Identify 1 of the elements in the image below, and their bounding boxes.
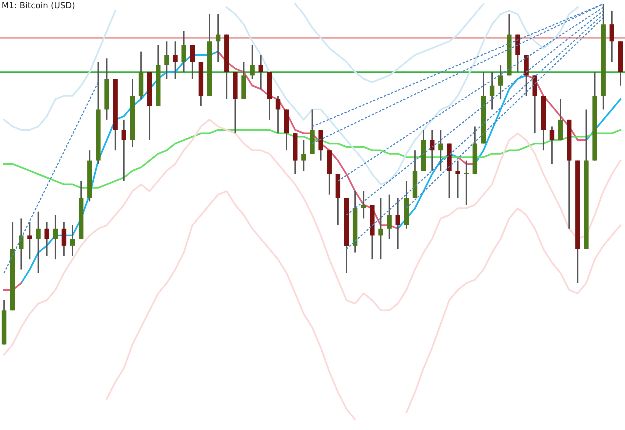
chart-title: M1: Bitcoin (USD): [2, 2, 75, 10]
